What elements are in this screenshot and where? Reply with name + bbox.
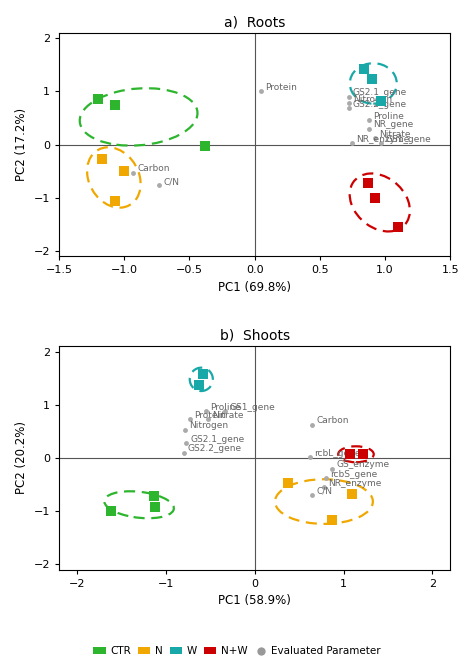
Text: GS_enzyme: GS_enzyme: [336, 460, 389, 469]
Text: Proline: Proline: [374, 112, 404, 120]
Text: GS2.2_gene: GS2.2_gene: [188, 444, 242, 454]
Text: Nitrate: Nitrate: [379, 130, 410, 138]
Text: Proline: Proline: [210, 403, 241, 412]
Text: NR_gene: NR_gene: [374, 120, 414, 129]
Legend: CTR, N, W, N+W, Evaluated Parameter: CTR, N, W, N+W, Evaluated Parameter: [89, 642, 385, 660]
Text: GS2.1_gene: GS2.1_gene: [191, 435, 245, 444]
Text: Carbon: Carbon: [137, 165, 170, 173]
Text: rcbL_gene: rcbL_gene: [314, 448, 360, 458]
X-axis label: PC1 (69.8%): PC1 (69.8%): [218, 281, 291, 294]
X-axis label: PC1 (58.9%): PC1 (58.9%): [218, 594, 291, 607]
Text: GS1_gene: GS1_gene: [385, 135, 431, 144]
Text: rcbS_gene: rcbS_gene: [330, 470, 377, 479]
Text: C/N: C/N: [164, 177, 180, 186]
Text: Protein: Protein: [265, 83, 297, 92]
Text: C/N: C/N: [317, 487, 333, 496]
Text: GS2.1_gene: GS2.1_gene: [353, 88, 407, 97]
Title: a)  Roots: a) Roots: [224, 15, 285, 29]
Text: GS1_gene: GS1_gene: [229, 403, 275, 412]
Title: b)  Shoots: b) Shoots: [219, 328, 290, 343]
Text: GS2.2_gene: GS2.2_gene: [353, 100, 407, 109]
Text: Carbon: Carbon: [317, 416, 349, 425]
Text: Protein: Protein: [194, 411, 226, 420]
Text: Nitrogen: Nitrogen: [353, 95, 392, 104]
Y-axis label: PC2 (20.2%): PC2 (20.2%): [15, 421, 28, 494]
Text: NR_enzyme: NR_enzyme: [328, 479, 382, 488]
Y-axis label: PC2 (17.2%): PC2 (17.2%): [15, 108, 28, 181]
Text: Nitrogen: Nitrogen: [190, 421, 228, 430]
Text: Nitrate: Nitrate: [212, 411, 244, 420]
Text: NR_enzyme: NR_enzyme: [356, 135, 410, 144]
